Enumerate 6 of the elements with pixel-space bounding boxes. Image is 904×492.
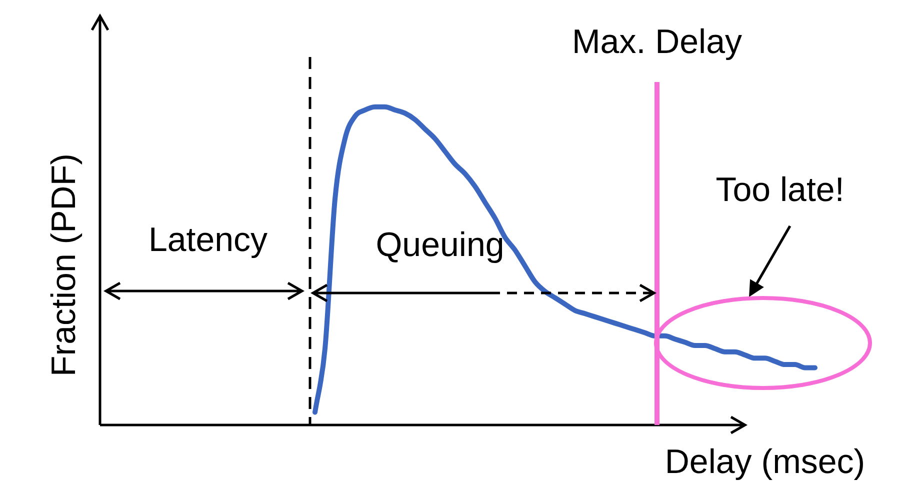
annotation: Queuing — [376, 226, 504, 264]
y-axis-title: Fraction (PDF) — [45, 154, 83, 376]
annotation: Latency — [148, 221, 268, 259]
annotation: Too late! — [716, 171, 844, 209]
x-axis-title: Delay (msec) — [664, 443, 866, 481]
text: Max. Delay — [572, 23, 742, 61]
